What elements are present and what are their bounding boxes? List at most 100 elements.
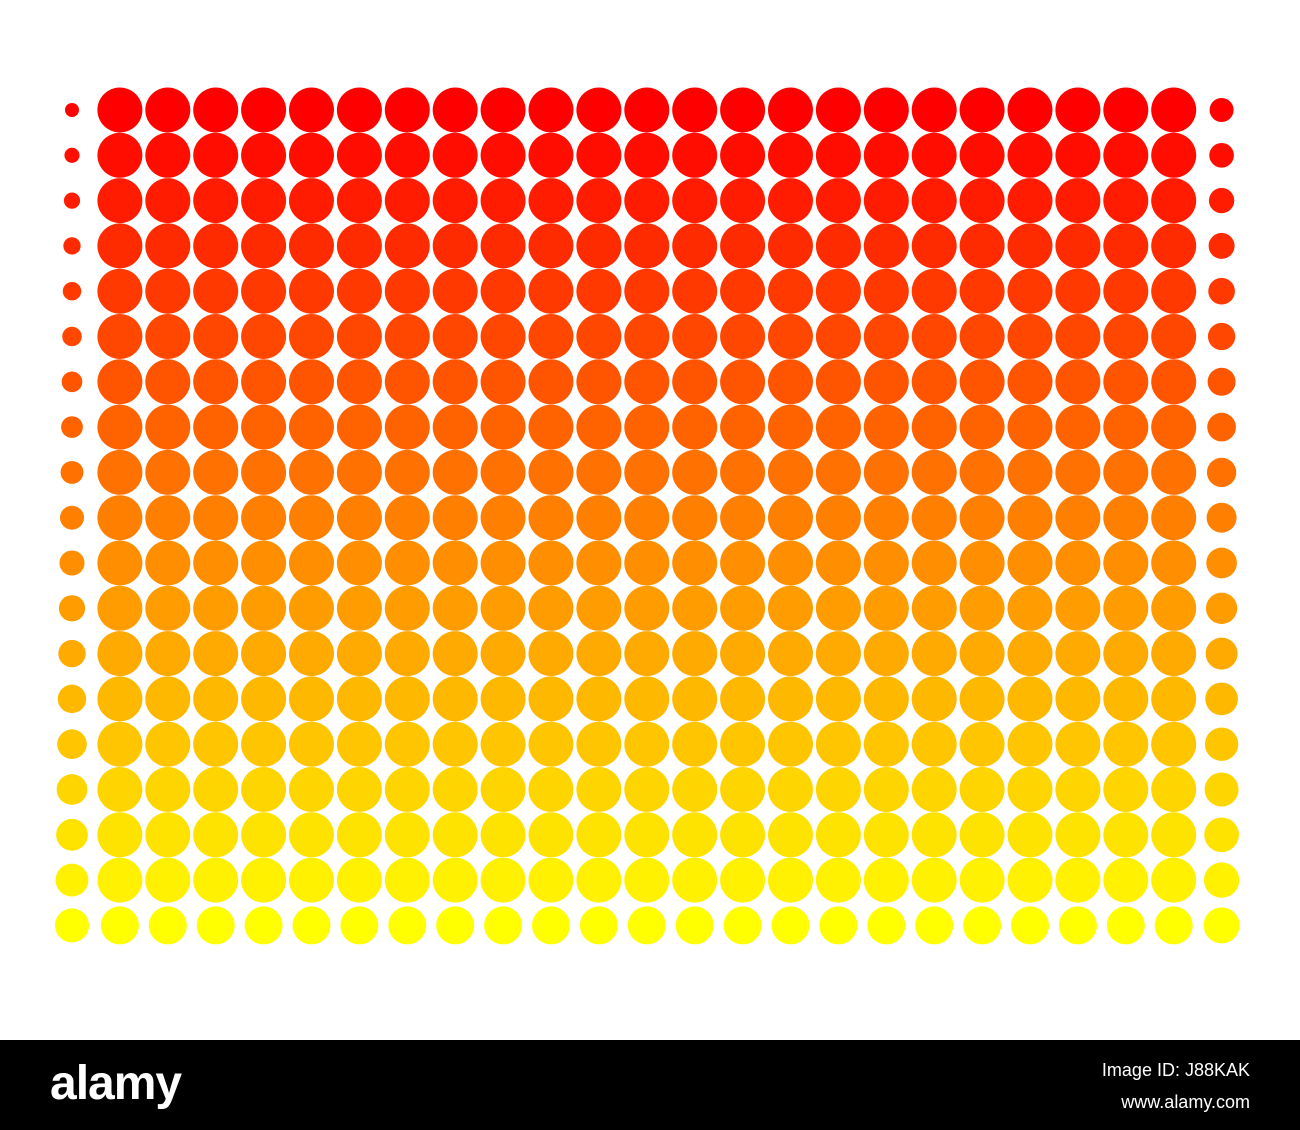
dot <box>432 676 478 722</box>
dot <box>1007 812 1053 858</box>
dot <box>528 721 574 767</box>
dot <box>867 906 906 945</box>
dot <box>1007 767 1053 812</box>
dot <box>1055 812 1101 858</box>
dot <box>723 906 762 945</box>
dot <box>1103 540 1149 586</box>
dot <box>289 314 334 359</box>
dot <box>55 863 89 897</box>
dot <box>959 857 1005 903</box>
dot <box>959 449 1005 495</box>
dot <box>863 449 909 495</box>
dot <box>863 812 909 858</box>
dot <box>292 906 331 945</box>
dot <box>244 906 283 945</box>
dot <box>1103 585 1149 631</box>
dot <box>289 178 334 224</box>
dot <box>61 371 83 393</box>
dot <box>480 857 526 903</box>
dot <box>432 449 478 495</box>
dot <box>480 87 526 133</box>
dot <box>1207 367 1236 396</box>
dot <box>1206 547 1237 579</box>
dot <box>768 314 813 359</box>
dot <box>959 223 1005 269</box>
dot <box>241 449 287 495</box>
dot <box>1208 232 1235 259</box>
dot <box>768 223 813 269</box>
dot <box>863 495 909 541</box>
dot <box>145 540 191 586</box>
dot <box>528 268 574 314</box>
dot <box>193 268 239 314</box>
dot <box>145 495 191 541</box>
dot <box>768 812 813 858</box>
dot <box>193 449 239 495</box>
dot <box>384 721 430 767</box>
dot <box>241 359 287 405</box>
dot <box>145 268 191 314</box>
dot <box>768 721 813 767</box>
dot <box>911 857 957 903</box>
dot <box>58 639 86 668</box>
dot <box>384 631 430 677</box>
dot <box>97 359 143 405</box>
dot <box>1208 277 1235 305</box>
dot <box>1103 268 1149 314</box>
dot <box>289 449 334 495</box>
dot <box>576 404 622 450</box>
dot <box>815 721 861 767</box>
dot <box>484 906 523 945</box>
dot <box>911 585 957 631</box>
dot <box>911 767 957 812</box>
dot <box>193 585 239 631</box>
dot <box>863 223 909 269</box>
dot <box>672 132 718 178</box>
dot <box>768 449 813 495</box>
dot <box>1151 404 1197 450</box>
dot <box>911 404 957 450</box>
dot <box>720 87 766 133</box>
dot <box>1151 87 1197 133</box>
dot <box>1007 314 1053 359</box>
dot <box>432 87 478 133</box>
dot <box>1007 721 1053 767</box>
dot <box>771 906 810 945</box>
dot <box>1007 631 1053 677</box>
dot <box>432 178 478 224</box>
dot <box>528 314 574 359</box>
dot <box>1055 404 1101 450</box>
dot <box>289 812 334 858</box>
dot <box>672 178 718 224</box>
dot <box>959 314 1005 359</box>
dot <box>480 132 526 178</box>
dot <box>576 676 622 722</box>
dot <box>241 857 287 903</box>
dot <box>289 721 334 767</box>
dot <box>432 812 478 858</box>
dot <box>672 404 718 450</box>
dot <box>672 857 718 903</box>
dot <box>815 178 861 224</box>
dot <box>63 192 81 209</box>
dot <box>193 767 239 812</box>
dot <box>624 449 670 495</box>
dot <box>1151 857 1197 903</box>
dot <box>815 223 861 269</box>
dot <box>97 495 143 541</box>
dot <box>528 631 574 677</box>
dot <box>624 495 670 541</box>
dot <box>815 585 861 631</box>
dot <box>624 132 670 178</box>
dot <box>336 631 382 677</box>
dot <box>336 540 382 586</box>
dot <box>863 857 909 903</box>
dot <box>720 449 766 495</box>
dot <box>336 495 382 541</box>
dot <box>1011 906 1049 945</box>
dot <box>863 676 909 722</box>
dot <box>145 857 191 903</box>
dot <box>863 585 909 631</box>
dot <box>241 721 287 767</box>
dot <box>624 359 670 405</box>
